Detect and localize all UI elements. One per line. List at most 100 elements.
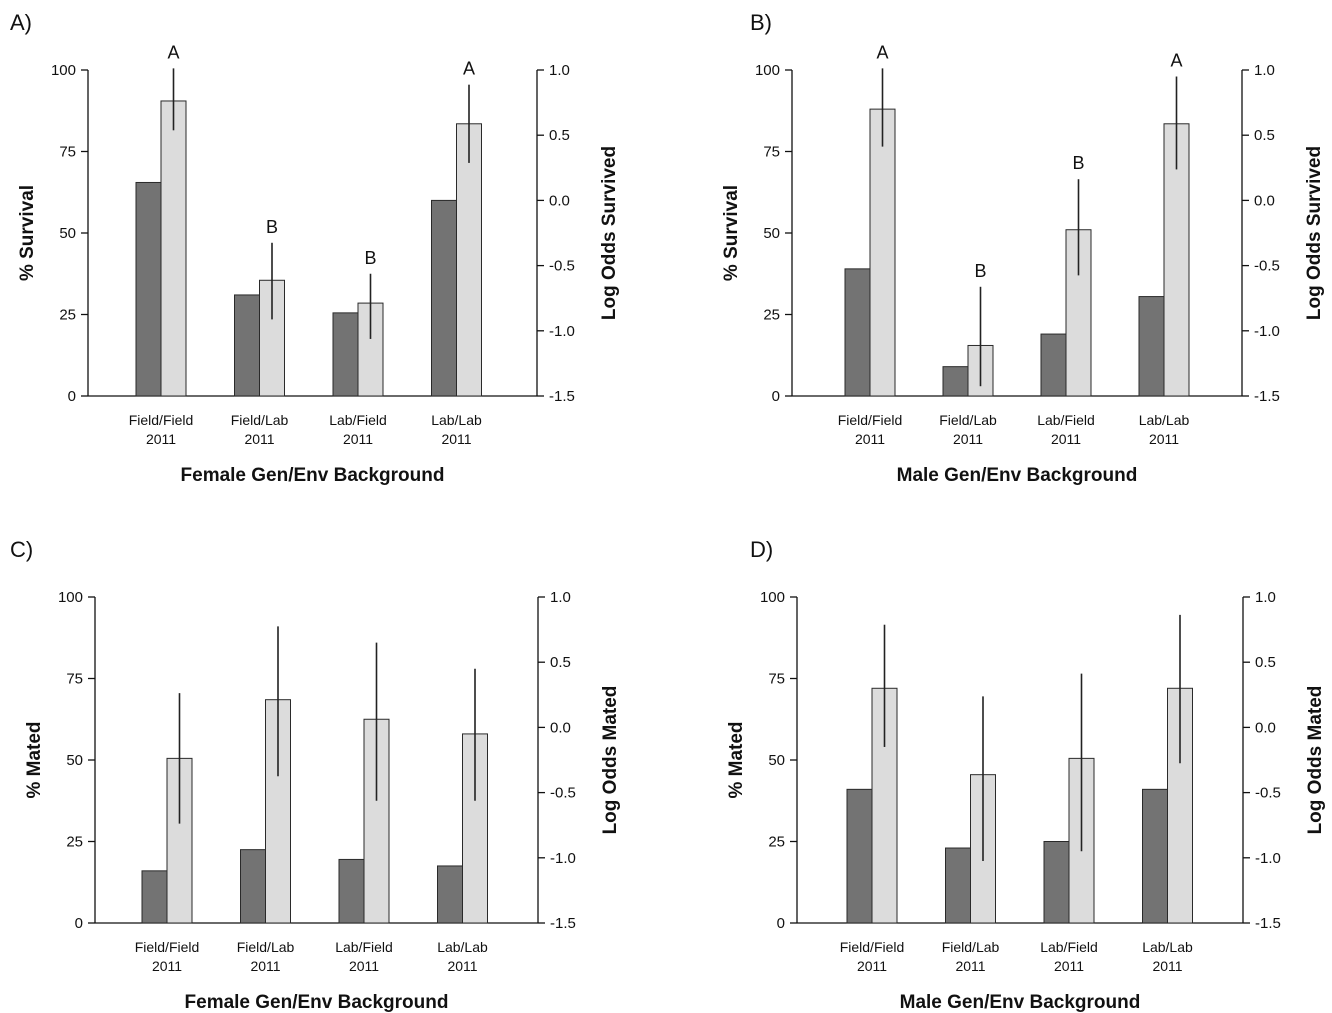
- left-tick-label: 100: [51, 62, 76, 79]
- y2-axis-title: Log Odds Survived: [599, 146, 620, 320]
- category-label: Lab/Lab: [437, 939, 488, 955]
- panel-label: B): [750, 10, 772, 35]
- category-sublabel: 2011: [955, 958, 985, 974]
- bar-percent: [135, 181, 162, 397]
- left-tick-label: 50: [768, 752, 785, 769]
- significance-letter: A: [1170, 51, 1182, 71]
- left-tick-label: 0: [777, 915, 785, 932]
- category-sublabel: 2011: [349, 958, 379, 974]
- left-tick-label: 100: [755, 62, 780, 79]
- left-tick-label: 25: [66, 834, 83, 851]
- left-tick-label: 100: [58, 589, 83, 606]
- bar-percent: [338, 858, 365, 924]
- right-tick-label: 0.5: [549, 127, 570, 144]
- category-sublabel: 2011: [152, 958, 182, 974]
- left-tick-label: 50: [763, 225, 780, 242]
- category-sublabel: 2011: [855, 431, 885, 447]
- category-sublabel: 2011: [1152, 958, 1182, 974]
- right-tick-label: 0.5: [1254, 127, 1275, 144]
- significance-letter: B: [364, 248, 376, 268]
- significance-letter: B: [974, 261, 986, 281]
- panel-label: A): [10, 10, 32, 35]
- bar-percent: [240, 849, 266, 924]
- bar-percent: [942, 366, 969, 397]
- left-tick-label: 0: [68, 388, 76, 405]
- left-tick-label: 25: [768, 834, 785, 851]
- category-sublabel: 2011: [250, 958, 280, 974]
- y-axis-title: % Mated: [726, 721, 747, 798]
- bar-percent: [1040, 333, 1067, 397]
- bar-percent: [1043, 841, 1070, 924]
- right-tick-label: -1.0: [549, 323, 575, 340]
- category-label: Lab/Field: [329, 412, 387, 428]
- significance-letter: A: [876, 42, 888, 62]
- right-tick-label: 0.0: [1254, 192, 1275, 209]
- y2-axis-title: Log Odds Mated: [600, 686, 621, 835]
- right-tick-label: 0.0: [550, 719, 571, 736]
- panel-label: C): [10, 537, 33, 562]
- x-axis-title: Female Gen/Env Background: [185, 992, 449, 1013]
- right-tick-label: 0.0: [549, 192, 570, 209]
- x-axis-title: Male Gen/Env Background: [897, 465, 1138, 486]
- panel-label: D): [750, 537, 773, 562]
- category-label: Field/Lab: [942, 939, 1000, 955]
- right-tick-label: -0.5: [550, 785, 576, 802]
- category-label: Field/Lab: [939, 412, 997, 428]
- right-tick-label: 1.0: [549, 62, 570, 79]
- right-tick-label: -0.5: [1255, 785, 1281, 802]
- left-tick-label: 75: [763, 144, 780, 161]
- category-sublabel: 2011: [857, 958, 887, 974]
- right-tick-label: -1.5: [550, 915, 576, 932]
- bar-percent: [846, 788, 873, 924]
- category-label: Field/Field: [129, 412, 194, 428]
- bar-percent: [844, 268, 871, 397]
- left-tick-label: 50: [66, 752, 83, 769]
- significance-letter: B: [1072, 153, 1084, 173]
- category-label: Field/Field: [840, 939, 905, 955]
- category-label: Lab/Lab: [1139, 412, 1190, 428]
- x-axis-title: Female Gen/Env Background: [181, 465, 445, 486]
- y2-axis-title: Log Odds Mated: [1305, 686, 1326, 835]
- right-tick-label: -1.5: [1255, 915, 1281, 932]
- category-label: Field/Lab: [237, 939, 295, 955]
- y-axis-title: % Survival: [721, 185, 742, 281]
- y2-axis-title: Log Odds Survived: [1304, 146, 1325, 320]
- right-tick-label: -0.5: [549, 258, 575, 275]
- right-tick-label: 1.0: [1254, 62, 1275, 79]
- bar-percent: [1138, 296, 1165, 397]
- right-tick-label: -1.5: [1254, 388, 1280, 405]
- bar-percent: [437, 865, 463, 924]
- left-tick-label: 25: [763, 307, 780, 324]
- right-tick-label: 1.0: [550, 589, 571, 606]
- significance-letter: B: [266, 217, 278, 237]
- right-tick-label: -1.0: [1254, 323, 1280, 340]
- category-sublabel: 2011: [441, 431, 471, 447]
- category-sublabel: 2011: [343, 431, 373, 447]
- bar-log-odds: [456, 123, 482, 397]
- category-sublabel: 2011: [146, 431, 176, 447]
- category-sublabel: 2011: [244, 431, 274, 447]
- right-tick-label: 0.5: [550, 654, 571, 671]
- bar-log-odds: [869, 108, 896, 397]
- category-sublabel: 2011: [953, 431, 983, 447]
- y-axis-title: % Survival: [17, 185, 38, 281]
- bar-percent: [1142, 788, 1168, 924]
- left-tick-label: 75: [59, 144, 76, 161]
- right-tick-label: 0.0: [1255, 719, 1276, 736]
- left-tick-label: 0: [772, 388, 780, 405]
- left-tick-label: 75: [768, 671, 785, 688]
- category-label: Field/Field: [135, 939, 200, 955]
- right-tick-label: -0.5: [1254, 258, 1280, 275]
- category-label: Lab/Lab: [431, 412, 482, 428]
- left-tick-label: 50: [59, 225, 76, 242]
- category-label: Lab/Field: [1037, 412, 1095, 428]
- right-tick-label: 0.5: [1255, 654, 1276, 671]
- y-axis-title: % Mated: [24, 721, 45, 798]
- x-axis-title: Male Gen/Env Background: [900, 992, 1141, 1013]
- bar-percent: [141, 870, 168, 924]
- bar-percent: [234, 294, 260, 397]
- category-sublabel: 2011: [1149, 431, 1179, 447]
- right-tick-label: -1.0: [550, 850, 576, 867]
- bar-percent: [332, 312, 359, 397]
